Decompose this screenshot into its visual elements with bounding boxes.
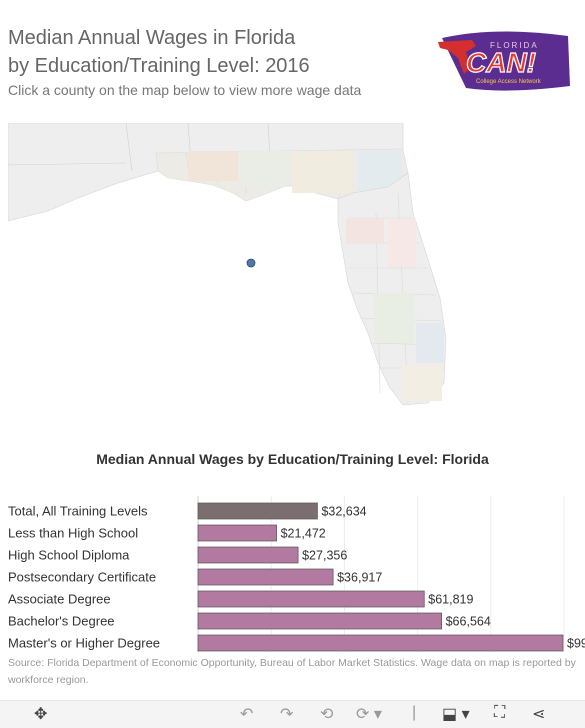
wage-bar-chart: Total, All Training Levels $32,634 Less th… <box>8 496 585 652</box>
value-label: $61,819 <box>428 593 473 607</box>
share-icon[interactable]: ⋖ <box>532 706 546 723</box>
value-label: $27,356 <box>302 549 347 563</box>
category-label: Master's or Higher Degree <box>8 636 160 651</box>
region-big-bend[interactable] <box>292 151 352 193</box>
title-line-1: Median Annual Wages in Florida <box>8 27 296 49</box>
region-tampa-bay[interactable] <box>346 219 384 243</box>
title-line-2: by Education/Training Level: 2016 <box>8 55 310 77</box>
region-central-panhandle[interactable] <box>240 151 290 187</box>
region-south[interactable] <box>402 365 442 401</box>
region-southwest[interactable] <box>374 293 414 343</box>
bar <box>197 612 442 630</box>
value-label: $36,917 <box>337 571 382 585</box>
undo-icon[interactable]: ↶ <box>240 706 254 723</box>
page-title: Median Annual Wages in Florida by Educat… <box>8 24 428 80</box>
category-label: Bachelor's Degree <box>8 614 115 629</box>
value-label: $32,634 <box>321 505 366 519</box>
category-label: Total, All Training Levels <box>8 504 148 519</box>
value-label: $21,472 <box>281 527 326 541</box>
location-marker[interactable] <box>246 258 256 268</box>
revert-icon[interactable]: ⟲ <box>320 706 334 723</box>
logo-main-text: CAN! <box>466 47 536 78</box>
region-southeast[interactable] <box>416 323 444 363</box>
bar <box>197 634 564 652</box>
bar <box>197 546 299 564</box>
bar <box>197 568 334 586</box>
category-label: Postsecondary Certificate <box>8 570 156 585</box>
value-label: $99,731 <box>567 637 585 651</box>
chart-title: Median Annual Wages by Education/Trainin… <box>96 451 489 467</box>
page-subtitle: Click a county on the map below to view … <box>8 82 362 98</box>
redo-icon[interactable]: ↷ <box>280 706 294 723</box>
source-note: Source: Florida Department of Economic O… <box>8 657 576 686</box>
bottom-toolbar: ✥ ↶ ↷ ⟲ ⟳ ▾ | ⬓ ▾ ⛶ ⋖ <box>0 700 585 728</box>
state-borders <box>8 123 271 172</box>
move-icon[interactable]: ✥ <box>34 706 48 723</box>
download-icon[interactable]: ⬓ ▾ <box>442 706 470 723</box>
category-label: Associate Degree <box>8 592 111 607</box>
toolbar-divider: | <box>412 704 417 721</box>
region-east-coast[interactable] <box>388 219 416 267</box>
value-label: $66,564 <box>446 615 491 629</box>
fullscreen-icon[interactable]: ⛶ <box>494 704 506 721</box>
map-canvas[interactable] <box>8 123 574 415</box>
category-label: Less than High School <box>8 526 138 541</box>
bar <box>197 524 277 542</box>
category-label: High School Diploma <box>8 548 130 563</box>
logo-tagline: College Access Network <box>476 79 542 85</box>
region-west[interactable] <box>188 151 238 181</box>
florida-county-map[interactable] <box>8 123 574 415</box>
bar <box>197 502 318 520</box>
refresh-icon[interactable]: ⟳ ▾ <box>356 706 382 723</box>
florida-can-logo: FLORIDA CAN! College Access Network <box>438 31 570 91</box>
logo-top-text: FLORIDA <box>490 41 539 50</box>
bar <box>197 590 425 608</box>
